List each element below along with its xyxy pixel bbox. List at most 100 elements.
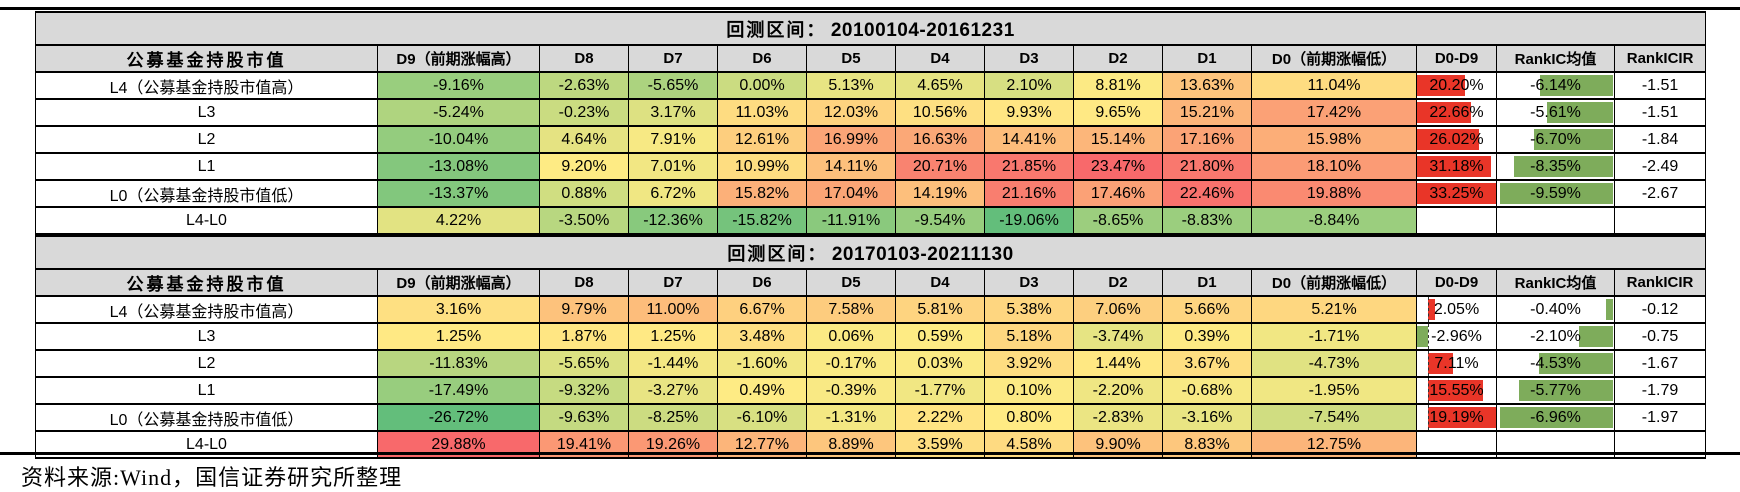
heat-cell: 1.87% [539, 322, 629, 351]
heat-cell: 4.64% [539, 125, 629, 154]
d0-d9-value: 20.20% [1429, 76, 1484, 94]
column-header: D9（前期涨幅高） [377, 268, 540, 297]
backtest-tables: 回测区间： 20100104-20161231 公募基金持股市值 D9（前期涨幅高）… [34, 11, 1707, 459]
rankic-ir-cell: -2.49 [1613, 152, 1707, 181]
column-header: D8 [539, 268, 629, 297]
row-label: L4-L0 [35, 206, 378, 235]
heat-cell: 1.25% [377, 322, 540, 351]
table-row: L0（公募基金持股市值低） -13.37% 0.88% 6.72% 15.82% 17.0… [35, 179, 1707, 208]
period-title-label: 回测区间： [727, 243, 828, 264]
heat-cell: 0.06% [806, 322, 896, 351]
row-label: L3 [35, 322, 378, 351]
d0-d9-databar-cell: 2.05% [1416, 295, 1497, 324]
heat-cell: 22.46% [1162, 179, 1252, 208]
heat-cell: -0.23% [539, 98, 629, 127]
heat-cell: 5.38% [984, 295, 1074, 324]
rankic-mean-databar-cell: -6.96% [1496, 403, 1615, 432]
d0-d9-value: 2.05% [1433, 300, 1480, 318]
heat-cell: 15.98% [1251, 125, 1417, 154]
table-row: L3 1.25% 1.87% 1.25% 3.48% 0.06% 0.59% 5.18% -3.… [35, 322, 1707, 351]
row-label: L3 [35, 98, 378, 127]
table-row: L1 -17.49% -9.32% -3.27% 0.49% -0.39% -1.77% 0.… [35, 376, 1707, 405]
column-header: D2 [1073, 268, 1163, 297]
heat-cell: 15.82% [717, 179, 807, 208]
rankic-ir-cell: -1.79 [1613, 376, 1707, 405]
d0-d9-value: -2.96% [1431, 327, 1482, 345]
positive-databar [1417, 102, 1471, 123]
heat-cell: -4.73% [1251, 349, 1417, 378]
d0-d9-value: 31.18% [1429, 157, 1484, 175]
column-header: D6 [717, 44, 807, 73]
d0-d9-databar-cell: 20.20% [1416, 71, 1497, 100]
table-row: L0（公募基金持股市值低） -26.72% -9.63% -8.25% -6.10% -1… [35, 403, 1707, 432]
heat-cell: -11.91% [806, 206, 896, 235]
rankic-databar [1514, 156, 1613, 177]
rankic-mean-databar-cell: -4.53% [1496, 349, 1615, 378]
heat-cell: 17.04% [806, 179, 896, 208]
rankic-databar [1539, 353, 1613, 374]
heat-cell: -1.95% [1251, 376, 1417, 405]
d0-d9-databar-cell: 7.11% [1416, 349, 1497, 378]
column-header: D6 [717, 268, 807, 297]
heat-cell: -1.77% [895, 376, 985, 405]
heat-cell: -0.17% [806, 349, 896, 378]
row-label: L2 [35, 125, 378, 154]
row-label: L1 [35, 376, 378, 405]
heat-cell: 17.42% [1251, 98, 1417, 127]
column-header: D2 [1073, 44, 1163, 73]
rankic-mean-databar-cell [1496, 206, 1615, 235]
heat-cell: 16.99% [806, 125, 896, 154]
heat-cell: -1.44% [628, 349, 718, 378]
column-header: D1 [1162, 44, 1252, 73]
column-header: D7 [628, 268, 718, 297]
holdings-column-header: 公募基金持股市值 [35, 44, 378, 73]
column-header: RankICIR [1613, 268, 1707, 297]
heat-cell: -9.54% [895, 206, 985, 235]
heat-cell: -10.04% [377, 125, 540, 154]
column-header: D0（前期涨幅低） [1251, 268, 1417, 297]
column-header: D0-D9 [1416, 44, 1497, 73]
rankic-mean-value: -9.59% [1530, 184, 1581, 202]
rankic-databar [1518, 380, 1613, 401]
heat-cell: 4.65% [895, 71, 985, 100]
heat-cell: 0.03% [895, 349, 985, 378]
heat-cell: -2.20% [1073, 376, 1163, 405]
column-header: D9（前期涨幅高） [377, 44, 540, 73]
rankic-mean-databar-cell: -9.59% [1496, 179, 1615, 208]
rankic-ir-cell [1613, 206, 1707, 235]
heat-cell: 15.14% [1073, 125, 1163, 154]
d0-d9-databar-cell: 19.19% [1416, 403, 1497, 432]
heat-cell: -19.06% [984, 206, 1074, 235]
column-header: D1 [1162, 268, 1252, 297]
period-title: 回测区间： 20170103-20211130 [34, 235, 1707, 270]
table-row: L2 -11.83% -5.65% -1.44% -1.60% -0.17% 0.03% 3.… [35, 349, 1707, 378]
column-header: D8 [539, 44, 629, 73]
negative-databar [1417, 326, 1428, 347]
heat-cell: -1.31% [806, 403, 896, 432]
d0-d9-value: 26.02% [1429, 130, 1484, 148]
backtest-table-period-2: 回测区间： 20170103-20211130 公募基金持股市值 D9（前期涨幅高）… [34, 235, 1707, 459]
heat-cell: 23.47% [1073, 152, 1163, 181]
heat-cell: -15.82% [717, 206, 807, 235]
heat-cell: -13.37% [377, 179, 540, 208]
heat-cell: -3.27% [628, 376, 718, 405]
rankic-mean-value: -8.35% [1530, 157, 1581, 175]
heat-cell: 20.71% [895, 152, 985, 181]
heat-cell: 3.92% [984, 349, 1074, 378]
backtest-table: 回测区间： 20170103-20211130 公募基金持股市值 D9（前期涨幅高）… [34, 235, 1707, 459]
positive-databar [1417, 156, 1492, 177]
heat-cell: 9.20% [539, 152, 629, 181]
d0-d9-databar-cell: 31.18% [1416, 152, 1497, 181]
heat-cell: 10.99% [717, 152, 807, 181]
row-label: L0（公募基金持股市值低） [35, 403, 378, 432]
rankic-databar [1499, 407, 1613, 428]
heat-cell: 5.18% [984, 322, 1074, 351]
rankic-mean-value: -2.10% [1530, 327, 1581, 345]
heat-cell: 9.79% [539, 295, 629, 324]
row-label: L2 [35, 349, 378, 378]
heat-cell: -9.32% [539, 376, 629, 405]
heat-cell: -9.16% [377, 71, 540, 100]
column-header: D4 [895, 44, 985, 73]
top-rule [0, 7, 1740, 10]
heat-cell: 7.01% [628, 152, 718, 181]
